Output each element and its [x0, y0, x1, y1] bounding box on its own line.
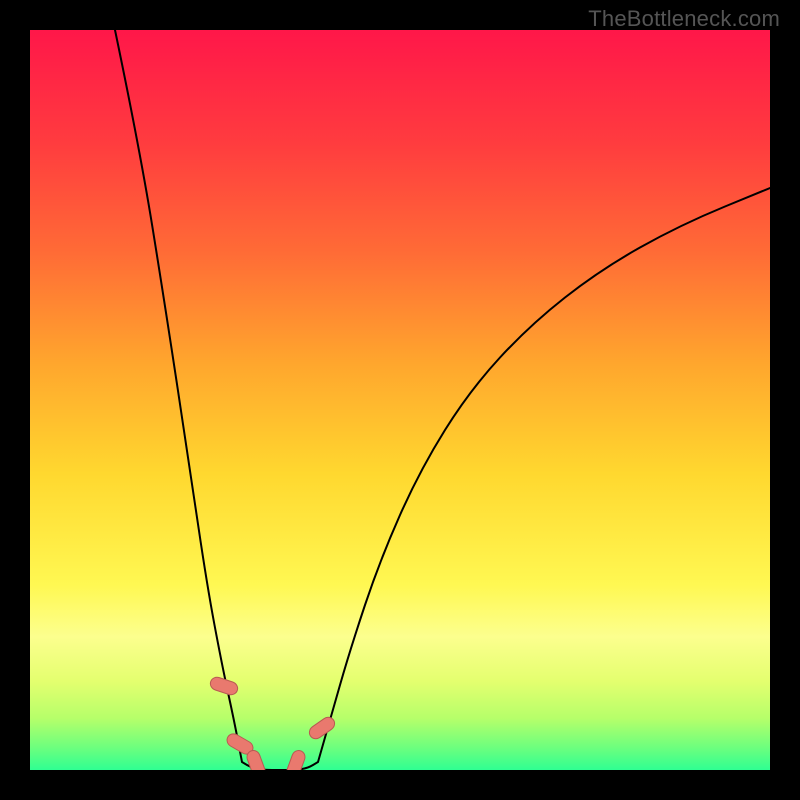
plot-area — [30, 30, 770, 770]
outer-frame: TheBottleneck.com — [0, 0, 800, 800]
gradient-background — [30, 30, 770, 770]
watermark-text: TheBottleneck.com — [588, 6, 780, 32]
bottleneck-chart — [30, 30, 770, 770]
